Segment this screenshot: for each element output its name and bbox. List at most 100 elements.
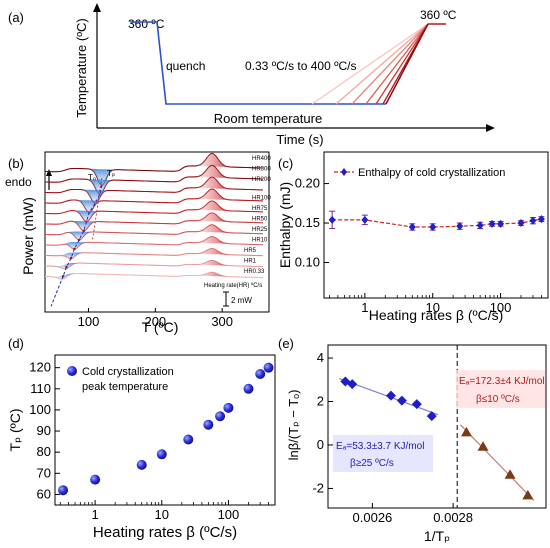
panel-c-x-tick-label: 10 xyxy=(425,300,439,315)
panel-b-x-tick-label: 200 xyxy=(144,314,166,329)
panel-c-frame xyxy=(323,151,549,299)
panel-d-legend-line1: Cold crystallization xyxy=(82,366,174,378)
panel-c-xlabel: Heating rates β (ºC/s) xyxy=(369,307,504,323)
tp-point xyxy=(183,434,194,445)
tp-point xyxy=(58,485,69,496)
panel-d-y-tick-label: 100 xyxy=(29,402,51,417)
tp-trend-line xyxy=(62,185,103,277)
enthalpy-point xyxy=(476,221,484,230)
tp-trend-extension xyxy=(50,276,64,307)
tp-point xyxy=(263,362,274,373)
tp-point xyxy=(203,419,214,430)
enthalpy-point xyxy=(488,219,496,228)
tp-point xyxy=(255,369,266,380)
dsc-series-label: HR400 xyxy=(252,156,271,162)
panel-a-ramp xyxy=(351,23,429,105)
panel-a-ramp xyxy=(385,23,429,105)
exotherm-fill xyxy=(73,221,95,231)
heating-rate-note: Heating rate(HR) ºC/s xyxy=(204,282,262,289)
panel-d: (d) Tₚ (ºC) Heating rates β (ºC/s) 1 10 10… xyxy=(7,336,276,541)
dsc-series-label: HR200 xyxy=(252,177,271,183)
enthalpy-point xyxy=(328,215,336,224)
exotherm-fill xyxy=(89,179,111,195)
panel-d-frame xyxy=(54,354,276,506)
kissinger-point-beta-low xyxy=(504,469,516,479)
exotherm-fill xyxy=(78,200,100,213)
panel-e-blue-annotation-box xyxy=(333,435,433,472)
panel-e-frame xyxy=(327,344,547,509)
dsc-curve xyxy=(45,224,264,241)
panel-a-y-arrow xyxy=(93,3,101,12)
melt-fill xyxy=(196,212,228,222)
panel-e-x-tick-label: 0.0028 xyxy=(433,510,473,525)
kissinger-fit-line xyxy=(459,424,535,501)
melt-fill xyxy=(196,224,228,233)
panel-a-ramp xyxy=(311,23,429,105)
tp-point xyxy=(136,459,147,470)
panel-a-ramps xyxy=(311,23,446,105)
panel-b-x-tick-label: 300 xyxy=(211,314,233,329)
panel-d-x-tick-label: 10 xyxy=(155,507,169,522)
panel-e-ylabel: lnβ/(Tₚ − Tₒ) xyxy=(286,390,301,461)
panel-e-blue-annotation-2: β≥25 ºC/s xyxy=(350,458,394,469)
panel-e-blue-annotation-1: Eₐ=53.3±3.7 KJ/mol xyxy=(336,441,424,452)
panel-d-xlabel: Heating rates β (ºC/s) xyxy=(93,524,237,541)
panel-a-ylabel: Temperature (ºC) xyxy=(74,18,89,117)
panel-d-x-tick-label: 100 xyxy=(218,507,240,522)
panel-d-ylabel: Tₚ (ºC) xyxy=(7,409,23,452)
endo-label: endo xyxy=(5,175,32,189)
panel-d-x-tick-label: 1 xyxy=(92,507,99,522)
panel-a-end-temp: 360 ºC xyxy=(420,8,457,22)
panel-d-legend-line2: peak temperature xyxy=(82,381,168,393)
panel-b-xlabel: T (ºC) xyxy=(142,319,179,335)
panel-e-y-tick-label: 4 xyxy=(317,350,324,365)
enthalpy-point xyxy=(537,215,545,224)
enthalpy-point xyxy=(517,219,525,228)
panel-c-y-tick-label: 0.20 xyxy=(295,176,320,191)
panel-e-y-tick-label: 2 xyxy=(317,394,324,409)
panel-c-marks xyxy=(328,210,545,231)
panel-e-xlabel: 1/Tₚ xyxy=(424,528,450,544)
panel-d-marks xyxy=(58,362,274,496)
panel-a-ramp xyxy=(365,23,429,105)
panel-c-x-tick-label: 1 xyxy=(361,300,368,315)
tp-point xyxy=(215,411,226,422)
panel-e-marks xyxy=(340,376,534,500)
panel-d-y-tick-label: 60 xyxy=(37,486,51,501)
panel-b-x-tick-label: 100 xyxy=(78,314,100,329)
tp-label: Tₚ xyxy=(107,169,115,178)
melt-fill xyxy=(196,165,228,178)
dsc-curve xyxy=(45,236,264,250)
dsc-curve xyxy=(45,152,263,186)
enthalpy-point xyxy=(361,215,369,224)
panel-e-x-tick-label: 0.0026 xyxy=(353,510,393,525)
panel-b: (b) endo Power (mW) T (ºC) 100 200 300 HR4… xyxy=(5,151,271,335)
enthalpy-point xyxy=(408,222,416,231)
panel-e-ticks: 0.0026 0.0028 -2 0 2 4 xyxy=(312,350,473,525)
panel-e: (e) lnβ/(Tₚ − Tₒ) 1/Tₚ 0.0026 0.0028 -2 0 2 4… xyxy=(278,336,547,544)
dsc-series-label: HR1 xyxy=(244,259,257,265)
panel-b-curves: HR400 HR300 HR200 HR100 HR75 HR50 HR25 HR10 HR5 H… xyxy=(45,152,271,307)
panel-c-label: (c) xyxy=(278,156,293,171)
kissinger-point-beta-high xyxy=(411,399,422,410)
dsc-series-label: HR5 xyxy=(244,248,257,254)
scale-bar-label: 2 mW xyxy=(231,296,252,305)
panel-b-ylabel: Power (mW) xyxy=(20,197,36,275)
endo-arrow-head xyxy=(46,169,52,176)
panel-b-ticks: 100 200 300 xyxy=(78,308,233,329)
panel-a: (a) Temperature (ºC) Time (s) 360 ºC 360… xyxy=(8,3,495,147)
panel-c-x-tick-label: 100 xyxy=(490,300,512,315)
melt-fill xyxy=(196,272,228,277)
melt-fill xyxy=(196,201,228,211)
tp-point xyxy=(243,383,254,394)
panel-a-quench-label: quench xyxy=(166,59,205,73)
panel-c-ylabel: Enthalpy (mJ) xyxy=(277,182,293,268)
dsc-series-label: HR100 xyxy=(252,196,271,202)
panel-b-frame xyxy=(44,151,270,313)
exotherm-fill xyxy=(75,210,98,222)
dsc-curve xyxy=(45,271,263,280)
panel-d-y-tick-label: 110 xyxy=(30,381,51,396)
kissinger-point-beta-high xyxy=(426,411,437,422)
